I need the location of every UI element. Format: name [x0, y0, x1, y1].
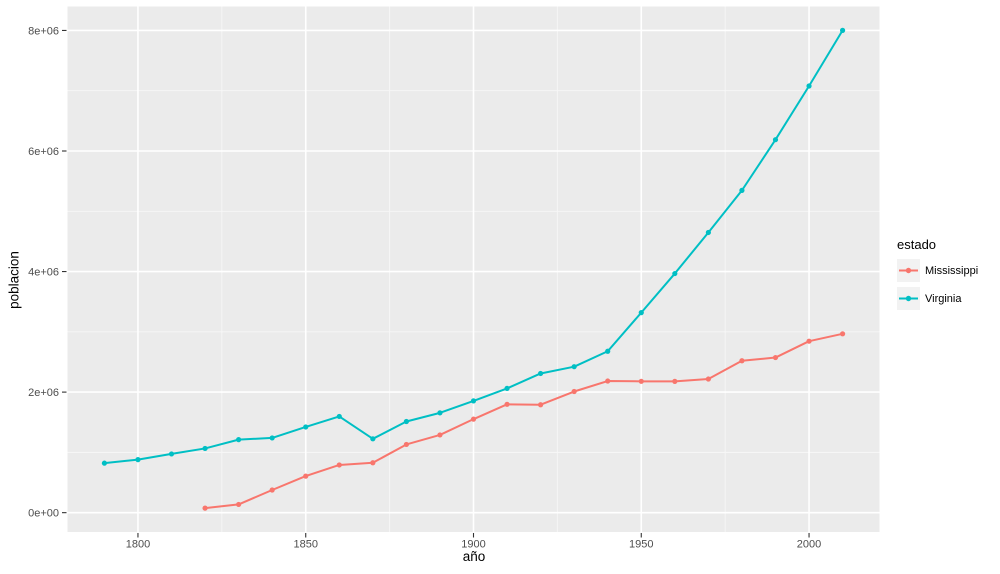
x-tick-label: 1850	[293, 539, 317, 551]
point-virginia	[772, 137, 779, 143]
point-mississippi	[269, 487, 275, 493]
legend-item-mississippi: Mississippi	[897, 259, 978, 282]
point-virginia	[705, 229, 711, 236]
point-virginia	[370, 436, 376, 442]
point-virginia	[739, 187, 745, 193]
point-mississippi	[403, 441, 409, 448]
y-tick-label: 0e+00	[28, 508, 59, 520]
legend-label-mississippi: Mississippi	[925, 264, 979, 277]
point-virginia	[202, 445, 208, 452]
legend-item-virginia: Virginia	[897, 287, 978, 310]
x-axis-title: año	[462, 549, 486, 564]
point-mississippi	[370, 460, 376, 466]
x-tick-label: 1800	[126, 539, 150, 551]
point-virginia	[269, 435, 275, 441]
point-virginia	[168, 451, 175, 457]
point-mississippi	[839, 331, 846, 337]
y-axis-title: poblacion	[6, 251, 22, 309]
point-mississippi	[571, 388, 577, 395]
legend-key-virginia	[897, 287, 920, 310]
point-mississippi	[739, 358, 745, 364]
point-mississippi	[303, 473, 309, 479]
legend-key-mississippi	[897, 259, 920, 282]
legend-title: estado	[897, 237, 937, 252]
y-tick-label: 2e+06	[28, 387, 59, 399]
point-virginia	[538, 370, 544, 377]
point-virginia	[470, 398, 477, 404]
point-virginia	[303, 424, 309, 430]
point-mississippi	[202, 505, 208, 511]
x-tick-label: 2000	[797, 539, 821, 551]
point-virginia	[806, 83, 812, 89]
x-tick-label: 1950	[629, 539, 653, 551]
y-tick-label: 6e+06	[28, 146, 59, 158]
point-virginia	[101, 460, 108, 466]
point-mississippi	[605, 378, 611, 384]
y-tick-label: 4e+06	[28, 267, 59, 279]
point-virginia	[638, 310, 644, 316]
point-mississippi	[236, 501, 242, 508]
line-point-icon	[899, 295, 918, 302]
point-virginia	[437, 410, 443, 416]
point-mississippi	[538, 402, 544, 408]
point-mississippi	[705, 376, 711, 382]
point-mississippi	[672, 378, 678, 384]
point-virginia	[403, 418, 409, 425]
point-virginia	[839, 27, 846, 33]
point-virginia	[605, 348, 611, 354]
point-virginia	[236, 437, 242, 443]
point-mississippi	[806, 338, 812, 344]
point-virginia	[336, 413, 342, 420]
point-mississippi	[638, 378, 644, 384]
legend-label-virginia: Virginia	[925, 292, 962, 305]
point-mississippi	[470, 416, 477, 422]
point-mississippi	[504, 401, 510, 407]
point-virginia	[672, 270, 678, 277]
point-mississippi	[772, 354, 779, 361]
point-virginia	[504, 385, 510, 391]
legend: estado Mississippi Virginia	[897, 237, 978, 315]
point-virginia	[571, 364, 577, 370]
line-point-icon	[899, 267, 918, 274]
point-mississippi	[336, 462, 342, 468]
point-virginia	[135, 457, 141, 463]
y-tick-label: 8e+06	[28, 25, 59, 37]
point-mississippi	[437, 432, 443, 438]
x-tick-label: 1900	[461, 539, 485, 551]
line-mississippi	[204, 332, 843, 510]
